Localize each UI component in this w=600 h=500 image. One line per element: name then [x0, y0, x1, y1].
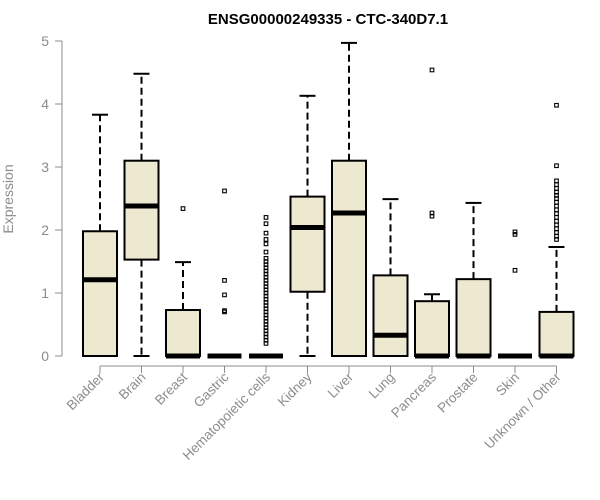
outlier-point — [554, 102, 559, 108]
box-lung — [372, 198, 409, 357]
outlier-point — [263, 221, 269, 227]
outlier-point — [429, 213, 435, 219]
box-gastric — [207, 188, 242, 359]
x-tick-label: Gastric — [191, 369, 232, 410]
box-pancreas — [414, 67, 450, 359]
outlier-point — [554, 218, 559, 224]
outlier-point — [222, 278, 227, 283]
x-tick-label: Breast — [152, 369, 190, 407]
outlier-point — [554, 207, 559, 213]
outlier-point — [263, 215, 269, 220]
box-body — [414, 300, 450, 358]
box-unknown-other — [538, 102, 575, 359]
box-body — [331, 159, 367, 357]
x-tick-label: Bladder — [64, 369, 108, 413]
box-body — [123, 159, 160, 261]
box-body — [372, 274, 409, 357]
box-body — [165, 309, 201, 358]
outlier-point — [554, 178, 559, 184]
outlier-point — [263, 341, 269, 346]
outlier-point — [429, 67, 435, 73]
box-body — [538, 310, 575, 357]
outlier-point — [180, 206, 186, 211]
outlier-point — [512, 229, 518, 235]
box-breast — [165, 206, 201, 359]
outlier-point — [263, 230, 269, 236]
box-liver — [331, 41, 367, 357]
outlier-point — [554, 226, 559, 232]
outlier-point — [512, 267, 518, 273]
outlier-point — [554, 203, 559, 209]
outlier-point — [512, 232, 518, 237]
chart-title: ENSG00000249335 - CTC-340D7.1 — [208, 11, 448, 28]
y-axis-label: Expression — [0, 164, 16, 233]
x-tick-label: Lung — [366, 370, 398, 402]
outlier-point — [263, 237, 269, 242]
box-brain — [123, 72, 160, 357]
y-tick-label: 3 — [41, 159, 49, 175]
outlier-point — [554, 163, 559, 169]
x-tick-label: Unknown / Other — [481, 369, 564, 452]
box-prostate — [455, 201, 492, 359]
x-tick-label: Brain — [116, 370, 149, 403]
box-body — [455, 278, 492, 358]
y-tick-label: 5 — [41, 33, 49, 49]
outlier-point — [222, 292, 227, 298]
outlier-point — [554, 196, 559, 201]
outlier-point — [554, 199, 559, 205]
box-kidney — [289, 94, 326, 357]
outlier-point — [554, 215, 559, 220]
outlier-point — [263, 241, 269, 247]
box-bladder — [82, 113, 118, 357]
y-tick-label: 1 — [41, 285, 49, 301]
outlier-point — [222, 309, 227, 315]
outlier-point — [222, 188, 227, 194]
box-hematopoietic-cells — [249, 215, 283, 359]
outlier-point — [554, 211, 559, 216]
y-tick-label: 2 — [41, 222, 49, 238]
x-tick-label: Kidney — [275, 369, 315, 409]
outlier-point — [554, 186, 559, 191]
x-tick-label: Skin — [493, 370, 522, 399]
x-tick-label: Prostate — [434, 370, 480, 416]
boxes-group — [82, 41, 575, 359]
outlier-point — [554, 230, 559, 235]
y-tick-label: 4 — [41, 96, 49, 112]
box-body — [289, 195, 326, 293]
box-body — [82, 230, 118, 357]
outlier-point — [554, 237, 559, 242]
y-tick-label: 0 — [41, 348, 49, 364]
outlier-point — [554, 222, 559, 228]
outlier-point — [263, 249, 269, 255]
y-axis: 0 1 2 3 4 5 — [41, 33, 63, 364]
box-skin — [498, 229, 532, 359]
x-tick-label: Pancreas — [388, 369, 439, 420]
x-tick-label: Liver — [325, 369, 357, 401]
outlier-point — [554, 182, 559, 187]
